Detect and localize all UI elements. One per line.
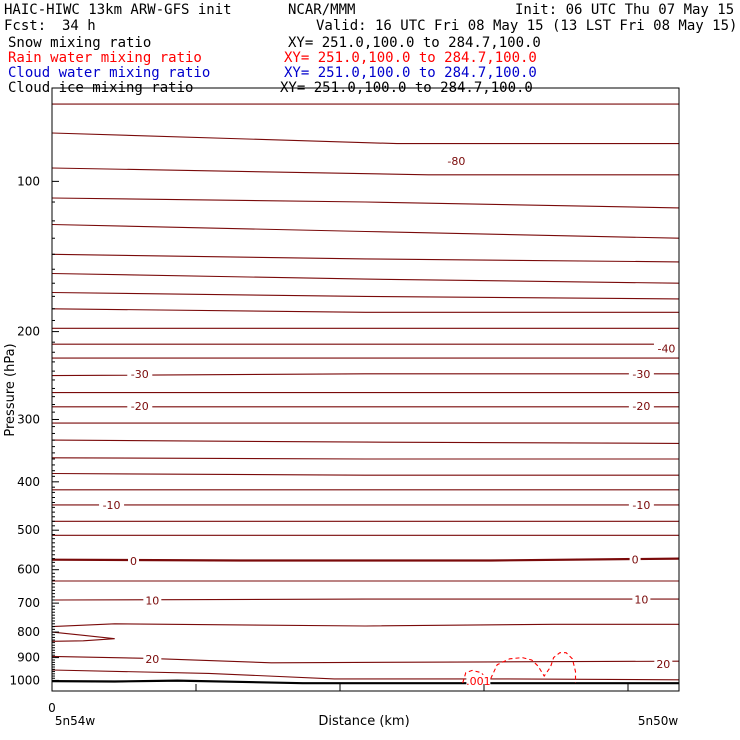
contour-label-bg bbox=[443, 154, 469, 167]
y-tick-label: 1000 bbox=[9, 673, 40, 687]
isotherm-line bbox=[51, 679, 679, 685]
contour-label: 10 bbox=[145, 594, 159, 607]
isotherm-line bbox=[51, 439, 680, 444]
isotherm-line bbox=[51, 623, 679, 628]
legend-snow-name: Snow mixing ratio bbox=[8, 35, 152, 51]
contour-label: 20 bbox=[145, 653, 159, 666]
rain-label-bg bbox=[466, 674, 491, 687]
isotherm-line bbox=[51, 197, 680, 209]
contour-label: 10 bbox=[634, 594, 648, 607]
y-tick-label: 700 bbox=[17, 596, 40, 610]
x-axis bbox=[51, 684, 629, 691]
contour-label-bg bbox=[653, 342, 679, 355]
isotherm-line bbox=[51, 655, 680, 664]
contour-label: -30 bbox=[632, 368, 650, 381]
x-start-label: 5n54w bbox=[55, 714, 96, 728]
contour-label-bg bbox=[629, 553, 641, 566]
x-end-label: 5n50w bbox=[638, 714, 679, 728]
x-axis-title: Distance (km) bbox=[318, 714, 409, 729]
rain-contour-label: .001 bbox=[466, 675, 491, 688]
legend-snow-xy: XY= 251.0,100.0 to 284.7,100.0 bbox=[288, 35, 541, 51]
isotherm-line bbox=[51, 373, 679, 377]
y-axis: 100 200 300 400 500 600 700 800 900 1000 bbox=[9, 174, 59, 687]
isotherm-line bbox=[51, 167, 679, 176]
y-tick-label: 600 bbox=[17, 563, 40, 577]
contour-label-bg bbox=[127, 400, 153, 413]
isotherm-line bbox=[51, 472, 679, 476]
isotherm-line bbox=[51, 557, 680, 562]
legend-rain-xy: XY= 251.0,100.0 to 284.7,100.0 bbox=[284, 50, 537, 66]
contour-label: -40 bbox=[657, 342, 675, 355]
fcst-label: Fcst: bbox=[4, 18, 47, 34]
contour-label: 20 bbox=[656, 658, 670, 671]
y-tick-label: 200 bbox=[17, 325, 40, 339]
legend-cloudwater-xy: XY= 251.0,100.0 to 284.7,100.0 bbox=[284, 65, 537, 81]
isotherm-line bbox=[51, 132, 679, 145]
isotherm-line bbox=[51, 631, 115, 642]
contour-label: -80 bbox=[447, 155, 465, 168]
y-tick-label: 100 bbox=[17, 174, 40, 188]
contour-label-bg bbox=[632, 593, 651, 606]
contour-label: -10 bbox=[103, 499, 121, 512]
contour-label: 0 bbox=[632, 553, 639, 566]
contour-label-bg bbox=[628, 367, 654, 380]
contour-label: -20 bbox=[131, 400, 149, 413]
init-time: Init: 06 UTC Thu 07 May 15 bbox=[515, 2, 735, 18]
isotherm-line bbox=[51, 253, 680, 263]
contour-label-bg bbox=[99, 498, 125, 511]
org-label: NCAR/MMM bbox=[288, 2, 356, 18]
isotherm-line bbox=[51, 669, 680, 681]
isotherm-line bbox=[51, 223, 680, 239]
contour-label: 0 bbox=[130, 555, 137, 568]
contour-layer bbox=[51, 103, 680, 685]
legend-cloudwater-name: Cloud water mixing ratio bbox=[8, 65, 211, 81]
x-tick-label-0: 0 bbox=[48, 701, 56, 715]
contour-label-bg bbox=[128, 554, 140, 567]
y-tick-label: 500 bbox=[17, 523, 40, 537]
y-tick-label: 900 bbox=[17, 651, 40, 665]
isotherm-line bbox=[51, 272, 680, 284]
contour-label: -10 bbox=[632, 499, 650, 512]
plot-frame bbox=[51, 87, 680, 692]
contour-label-bg bbox=[628, 400, 654, 413]
model-title: HAIC-HIWC 13km ARW-GFS init bbox=[4, 2, 232, 18]
valid-time: Valid: 16 UTC Fri 08 May 15 (13 LST Fri … bbox=[316, 18, 738, 34]
y-tick-label: 300 bbox=[17, 412, 40, 426]
isotherm-line bbox=[51, 308, 679, 313]
contour-label-bg bbox=[654, 657, 673, 670]
contour-label: -30 bbox=[131, 368, 149, 381]
fcst-value: 34 h bbox=[62, 18, 96, 34]
isotherm-line bbox=[51, 457, 679, 460]
contour-label-bg bbox=[127, 367, 153, 380]
isotherm-line bbox=[51, 291, 680, 300]
y-tick-label: 800 bbox=[17, 625, 40, 639]
contour-label: -20 bbox=[632, 400, 650, 413]
contour-labels: -80 -40 -30 -30 -20 -20 -10 -10 0 0 10 10 20 20 .001 bbox=[99, 154, 679, 688]
contour-label-bg bbox=[143, 653, 162, 666]
y-tick-label: 400 bbox=[17, 475, 40, 489]
y-axis-title: Pressure (hPa) bbox=[3, 343, 18, 436]
contour-label-bg bbox=[143, 594, 162, 607]
legend-rain-name: Rain water mixing ratio bbox=[8, 50, 202, 66]
contour-label-bg bbox=[628, 498, 654, 511]
rain-contour bbox=[462, 652, 577, 684]
